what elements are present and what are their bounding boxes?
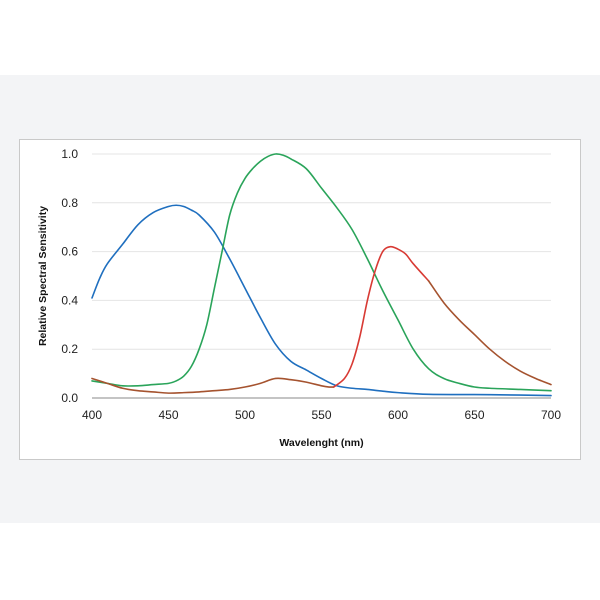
series-line-brown-2 [91,377,335,394]
tick-labels: 0.0 0.2 0.4 0.6 0.8 1.0 400 450 500 550 600 650 700 [61,147,561,422]
x-axis-title: Wavelenght (nm) [279,437,363,449]
x-tick-label: 700 [541,408,561,422]
x-tick-label: 550 [311,408,331,422]
y-axis-title: Relative Spectral Sensitivity [37,206,49,346]
x-tick-label: 450 [158,408,178,422]
x-tick-label: 400 [82,408,102,422]
x-tick-label: 600 [388,408,408,422]
y-tick-label: 0.8 [61,196,78,210]
y-tick-label: 0.0 [61,391,78,405]
y-tick-label: 1.0 [61,147,78,161]
x-tick-label: 500 [235,408,255,422]
series-line-green-1 [91,153,552,392]
x-tick-label: 650 [464,408,484,422]
chart-card [19,139,581,460]
y-tick-label: 0.4 [61,293,78,307]
series-line-brown-4 [427,280,552,386]
series-line-blue-0 [91,204,552,397]
grid-lines [92,153,551,350]
series-line-red-3 [332,245,430,388]
y-tick-label: 0.2 [61,342,78,356]
y-tick-label: 0.6 [61,245,78,259]
series-lines [91,153,552,397]
